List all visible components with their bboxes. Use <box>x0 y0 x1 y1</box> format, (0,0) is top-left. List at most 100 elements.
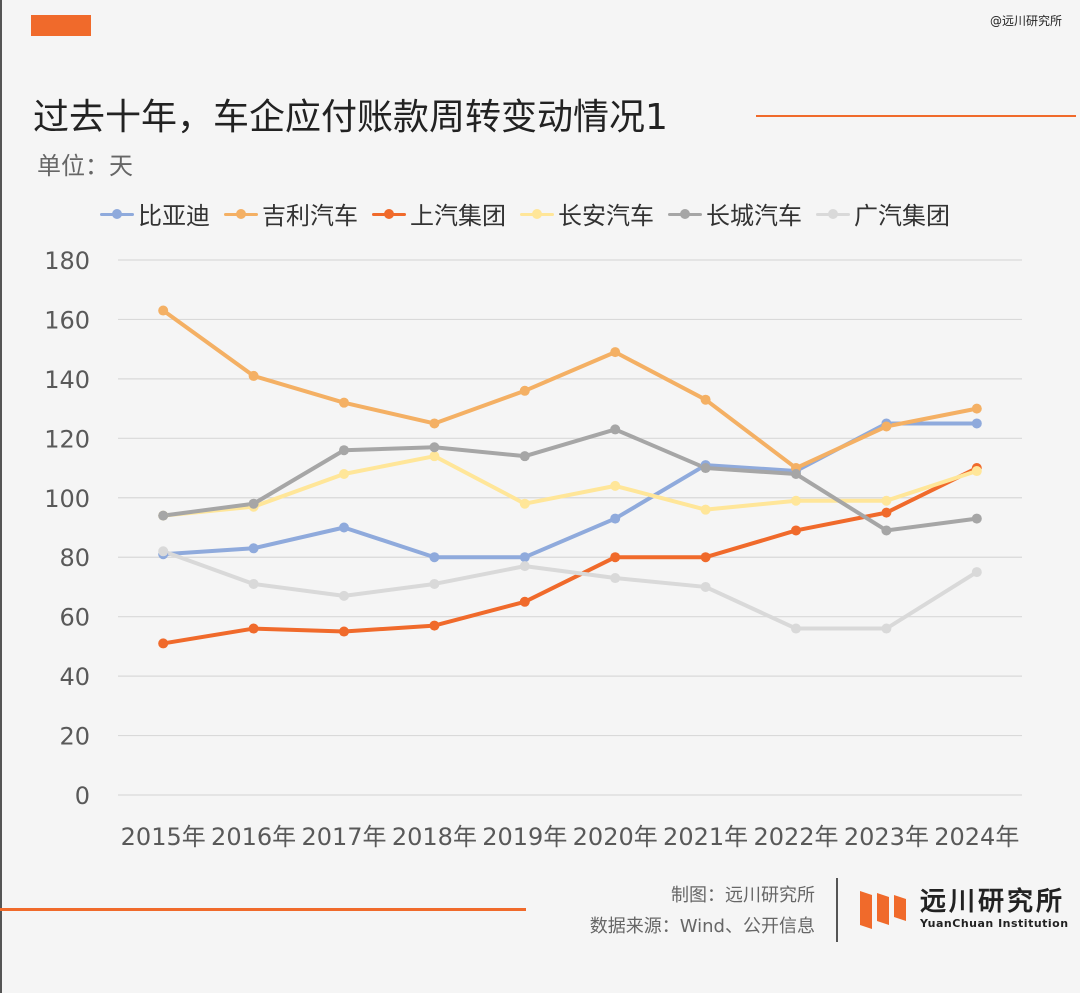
data-point <box>429 418 440 429</box>
y-tick-label: 100 <box>44 485 90 513</box>
data-point <box>248 370 259 381</box>
series-line <box>161 549 979 631</box>
logo-text-cn: 远川研究所 <box>920 887 1066 917</box>
legend-marker <box>372 204 406 224</box>
data-point <box>339 522 349 533</box>
legend-item: 上汽集团 <box>372 196 506 231</box>
legend-marker <box>100 204 134 224</box>
credit-author: 制图：远川研究所 <box>671 885 815 906</box>
y-tick-label: 80 <box>59 544 90 572</box>
legend-label: 吉利汽车 <box>262 202 358 230</box>
data-point <box>248 578 259 589</box>
y-tick-label: 120 <box>44 425 90 453</box>
page-border <box>0 0 2 993</box>
title-accent-line <box>756 115 1076 117</box>
y-tick-label: 140 <box>44 366 90 394</box>
data-point <box>519 451 530 462</box>
data-point <box>158 546 169 557</box>
data-point <box>610 573 621 584</box>
y-tick-label: 40 <box>59 663 90 691</box>
data-point <box>519 561 530 572</box>
data-point <box>610 424 621 435</box>
data-point <box>339 445 349 456</box>
footer-divider <box>836 878 838 942</box>
data-point <box>610 513 621 524</box>
legend-item: 比亚迪 <box>100 196 210 231</box>
watermark: @远川研究所 <box>989 14 1062 28</box>
x-tick-label: 2019年 <box>482 823 567 851</box>
data-point <box>519 385 530 396</box>
data-point <box>519 552 530 563</box>
data-point <box>700 504 711 515</box>
data-point <box>519 498 530 509</box>
data-point <box>791 495 801 506</box>
series-line <box>161 308 979 471</box>
data-point <box>339 469 349 479</box>
data-point <box>881 507 892 518</box>
legend-item: 广汽集团 <box>816 196 950 231</box>
data-point <box>610 480 621 491</box>
series-line <box>161 427 979 533</box>
legend-label: 长安汽车 <box>558 202 654 230</box>
legend-item: 长城汽车 <box>668 196 802 231</box>
data-point <box>519 596 530 607</box>
legend-label: 比亚迪 <box>138 202 210 230</box>
y-tick-label: 160 <box>44 306 90 334</box>
x-tick-label: 2018年 <box>392 823 477 851</box>
data-point <box>700 581 711 592</box>
data-point <box>429 620 440 631</box>
x-tick-label: 2022年 <box>753 823 838 851</box>
data-point <box>971 466 982 477</box>
legend-label: 广汽集团 <box>854 202 950 230</box>
legend-item: 吉利汽车 <box>224 196 358 231</box>
x-tick-label: 2016年 <box>211 823 296 851</box>
data-point <box>610 552 621 563</box>
data-point <box>610 347 621 358</box>
data-point <box>881 421 892 432</box>
y-tick-label: 180 <box>44 247 90 275</box>
data-point <box>429 451 440 462</box>
chart-title: 过去十年，车企应付账款周转变动情况1 <box>33 97 668 138</box>
logo-text-en: YuanChuan Institution <box>920 917 1069 930</box>
legend-label: 长城汽车 <box>706 202 802 230</box>
data-point <box>791 525 801 536</box>
accent-bar <box>31 15 91 36</box>
data-point <box>971 567 982 578</box>
data-point <box>248 623 259 634</box>
data-point <box>700 394 711 405</box>
legend-marker <box>224 204 258 224</box>
data-point <box>971 403 982 414</box>
data-point <box>791 623 801 634</box>
x-tick-label: 2017年 <box>301 823 386 851</box>
footer-accent-line <box>0 908 526 911</box>
unit-label: 单位：天 <box>37 152 133 180</box>
credit-source: 数据来源：Wind、公开信息 <box>589 916 815 937</box>
x-tick-label: 2024年 <box>934 823 1019 851</box>
legend-label: 上汽集团 <box>410 202 506 230</box>
data-point <box>881 623 892 634</box>
x-tick-label: 2015年 <box>121 823 206 851</box>
y-tick-label: 20 <box>59 723 90 751</box>
data-point <box>158 305 169 316</box>
data-point <box>700 463 711 474</box>
series-line <box>161 466 979 646</box>
legend-marker <box>668 204 702 224</box>
legend-marker <box>816 204 850 224</box>
data-point <box>881 495 892 506</box>
x-tick-label: 2020年 <box>573 823 658 851</box>
data-point <box>429 578 440 589</box>
data-point <box>248 498 259 509</box>
legend-item: 长安汽车 <box>520 196 654 231</box>
x-tick-label: 2023年 <box>844 823 929 851</box>
data-point <box>971 513 982 524</box>
data-point <box>158 510 169 521</box>
data-point <box>971 418 982 429</box>
x-tick-label: 2021年 <box>663 823 748 851</box>
data-point <box>248 543 259 554</box>
data-point <box>429 552 440 563</box>
y-tick-label: 60 <box>59 604 90 632</box>
data-point <box>429 442 440 453</box>
y-tick-label: 0 <box>75 782 90 810</box>
data-point <box>158 638 169 649</box>
legend-marker <box>520 204 554 224</box>
